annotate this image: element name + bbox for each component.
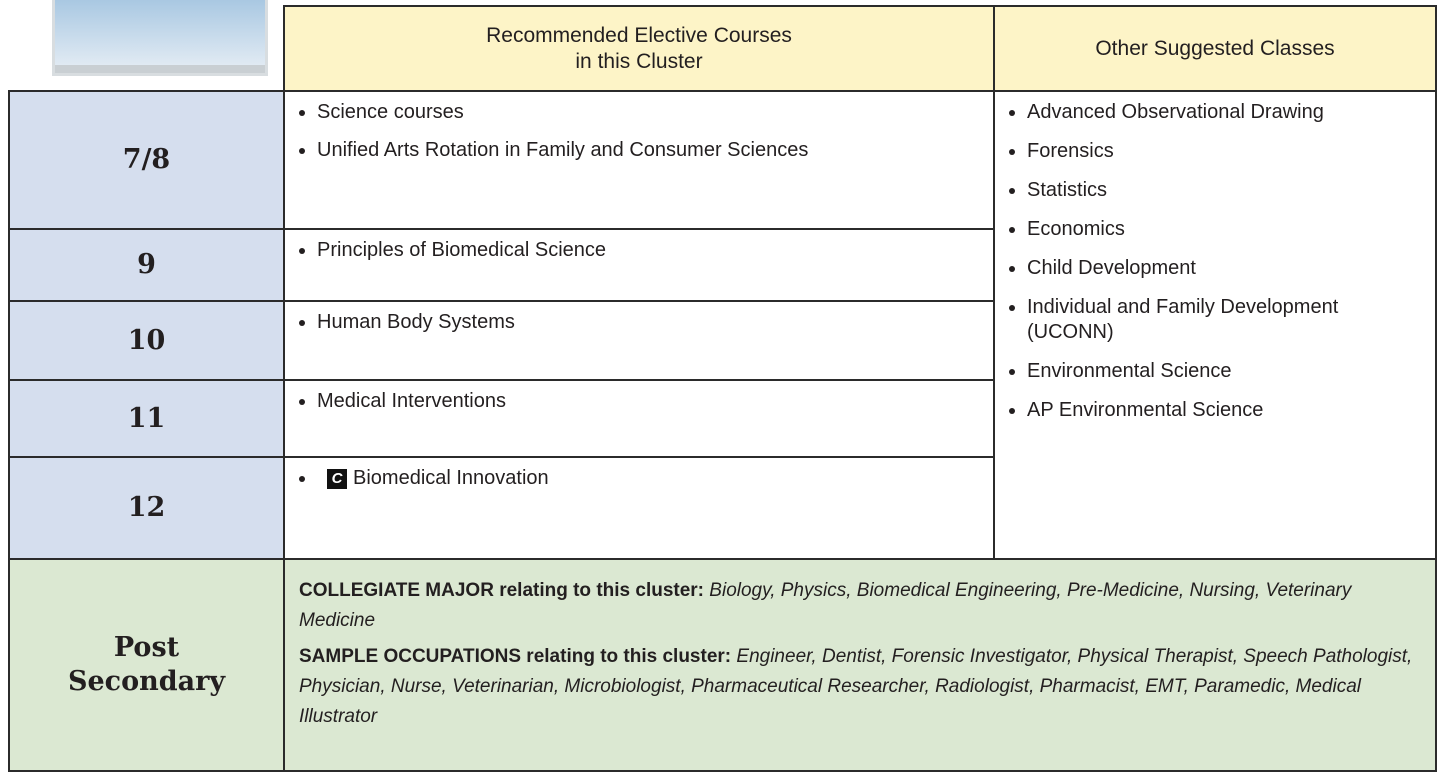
other-item: Statistics bbox=[1027, 178, 1429, 203]
other-cell: Advanced Observational Drawing Forensics S… bbox=[993, 90, 1437, 560]
course-text: Unified Arts Rotation in Family and Cons… bbox=[317, 139, 809, 161]
other-item: Environmental Science bbox=[1027, 359, 1429, 384]
other-item: Advanced Observational Drawing bbox=[1027, 100, 1429, 125]
course-cell: Principles of Biomedical Science bbox=[283, 228, 995, 302]
course-text: Biomedical Innovation bbox=[353, 467, 549, 489]
course-list: Science courses Unified Arts Rotation in … bbox=[285, 92, 993, 163]
window-image bbox=[52, 0, 268, 76]
post-label-cell: Post Secondary bbox=[8, 558, 285, 772]
grade-label: 12 bbox=[127, 492, 166, 523]
course-list: Human Body Systems bbox=[285, 302, 993, 335]
course-text: Science courses bbox=[317, 101, 464, 123]
post-paragraph: COLLEGIATE MAJOR relating to this cluste… bbox=[299, 576, 1421, 636]
badge: C bbox=[327, 469, 347, 489]
course-item: Unified Arts Rotation in Family and Cons… bbox=[317, 138, 983, 163]
course-list: C Biomedical Innovation bbox=[285, 458, 993, 491]
grade-cell: 10 bbox=[8, 300, 285, 381]
grade-label: 11 bbox=[127, 402, 166, 434]
course-list: Medical Interventions bbox=[285, 381, 993, 414]
post-paragraph: SAMPLE OCCUPATIONS relating to this clus… bbox=[299, 642, 1421, 732]
paragraph-items: Engineer, Dentist, Forensic Investigator… bbox=[299, 646, 1413, 727]
header-line: Other Suggested Classes bbox=[1095, 36, 1335, 60]
grade-label: 9 bbox=[137, 249, 156, 280]
header-recommended: Recommended Elective Courses in this Clus… bbox=[283, 5, 995, 92]
post-label: Secondary bbox=[67, 666, 226, 697]
grade-label: 10 bbox=[127, 324, 166, 356]
other-item: Individual and Family Development (UCONN… bbox=[1027, 295, 1429, 345]
other-item: Child Development bbox=[1027, 256, 1429, 281]
course-cell: C Biomedical Innovation bbox=[283, 456, 995, 560]
grade-cell: 7/8 bbox=[8, 90, 285, 230]
course-text: Medical Interventions bbox=[317, 390, 506, 412]
grade-cell: 9 bbox=[8, 228, 285, 302]
other-list: Advanced Observational Drawing Forensics S… bbox=[995, 92, 1435, 423]
post-content: COLLEGIATE MAJOR relating to this cluste… bbox=[283, 558, 1437, 772]
course-list: Principles of Biomedical Science bbox=[285, 230, 993, 263]
grade-cell: 11 bbox=[8, 379, 285, 458]
other-item: AP Environmental Science bbox=[1027, 398, 1429, 423]
course-item: Principles of Biomedical Science bbox=[317, 238, 983, 263]
course-text: Human Body Systems bbox=[317, 311, 515, 333]
other-item: Forensics bbox=[1027, 139, 1429, 164]
paragraph-items: Biology, Physics, Biomedical Engineering… bbox=[299, 580, 1352, 631]
course-item: Science courses bbox=[317, 100, 983, 125]
other-item: Economics bbox=[1027, 217, 1429, 242]
course-cell: Medical Interventions bbox=[283, 379, 995, 458]
grade-cell: 12 bbox=[8, 456, 285, 560]
header-line: in this Cluster bbox=[575, 49, 703, 73]
course-text: Principles of Biomedical Science bbox=[317, 239, 607, 261]
course-cell: Human Body Systems bbox=[283, 300, 995, 381]
paragraph-lead: COLLEGIATE MAJOR relating to this cluste… bbox=[299, 580, 705, 601]
post-label: Post bbox=[113, 632, 180, 663]
course-item: Human Body Systems bbox=[317, 310, 983, 335]
course-item: C Biomedical Innovation bbox=[317, 466, 983, 491]
grade-label: 7/8 bbox=[122, 144, 171, 175]
header-line: Recommended Elective Courses bbox=[486, 23, 792, 47]
header-other: Other Suggested Classes bbox=[993, 5, 1437, 92]
course-item: Medical Interventions bbox=[317, 389, 983, 414]
course-cell: Science courses Unified Arts Rotation in … bbox=[283, 90, 995, 230]
paragraph-lead: SAMPLE OCCUPATIONS relating to this clus… bbox=[299, 646, 732, 667]
